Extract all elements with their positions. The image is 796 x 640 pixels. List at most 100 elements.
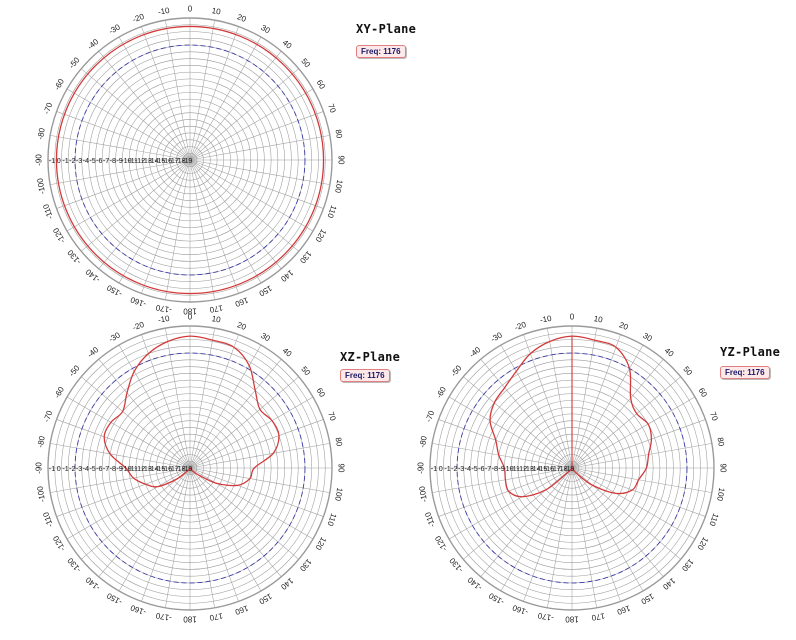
angle-tick-label: -50	[449, 363, 464, 378]
angle-tick-label: 40	[281, 346, 294, 359]
radial-tick-label: -3	[76, 156, 82, 165]
angle-tick-label: -80	[36, 127, 47, 140]
angle-tick-label: 160	[233, 295, 249, 308]
angle-tick-label: 0	[188, 313, 193, 322]
radial-tick-label: -1	[62, 464, 68, 473]
angle-tick-label: -150	[105, 591, 124, 607]
radial-tick-label: 0	[57, 464, 61, 473]
angle-tick-label: 50	[681, 365, 694, 378]
angle-tick-label: -90	[35, 462, 44, 474]
angle-tick-label: -70	[42, 101, 55, 115]
xy-freq-legend: Freq: 1176	[356, 45, 406, 58]
angle-tick-label: 60	[315, 78, 328, 91]
yz-plane-title: YZ-Plane	[720, 345, 780, 359]
grid-spoke	[572, 468, 705, 517]
angle-tick-label: -100	[35, 485, 47, 503]
angle-tick-label: -120	[51, 226, 67, 245]
grid-spoke	[190, 335, 239, 468]
radial-tick-label: -4	[465, 464, 471, 473]
angle-tick-label: -40	[468, 345, 483, 360]
radial-tick-label: 0	[57, 156, 61, 165]
angle-tick-label: -70	[42, 409, 55, 423]
angle-tick-label: 170	[208, 303, 223, 314]
polar-plot-2: 0 102030405060708090100110120130140150160…	[417, 313, 728, 624]
grid-spoke	[190, 160, 239, 293]
angle-tick-label: -160	[129, 295, 148, 309]
grid-spoke	[190, 111, 323, 160]
angle-tick-label: -110	[423, 510, 437, 528]
angle-tick-label: -40	[86, 345, 101, 360]
grid-spoke	[141, 335, 190, 468]
grid-spoke	[57, 419, 190, 468]
angle-tick-label: -60	[52, 385, 66, 400]
angle-tick-label: -70	[424, 409, 437, 423]
angle-tick-label: -50	[67, 55, 82, 70]
angle-tick-label: -90	[35, 154, 44, 166]
angle-tick-label: 50	[299, 365, 312, 378]
grid-spoke	[190, 419, 323, 468]
angle-tick-label: -150	[487, 591, 506, 607]
angle-tick-label: -20	[513, 320, 527, 333]
angle-tick-label: 30	[641, 331, 654, 344]
angle-tick-label: 140	[279, 268, 295, 284]
angle-tick-label: 130	[298, 557, 314, 573]
angle-tick-label: 100	[333, 179, 344, 194]
angle-tick-label: 0	[188, 5, 193, 14]
angle-tick-label: -60	[52, 77, 66, 92]
grid-spoke	[190, 468, 323, 517]
angle-tick-label: -110	[41, 202, 55, 220]
angle-tick-label: 80	[334, 129, 345, 140]
grid-spoke	[190, 27, 239, 160]
angle-tick-label: 150	[257, 284, 274, 299]
angle-tick-label: -10	[157, 314, 170, 325]
angle-tick-label: -120	[433, 534, 449, 553]
angle-tick-label: -80	[36, 435, 47, 448]
radial-tick-label: -2	[451, 464, 457, 473]
angle-tick-label: -170	[155, 611, 173, 623]
angle-tick-label: 180	[183, 615, 197, 624]
angle-tick-label: 10	[593, 314, 604, 325]
angle-tick-label: -100	[417, 485, 429, 503]
radial-tick-label: -4	[83, 156, 89, 165]
angle-tick-label: -110	[41, 510, 55, 528]
angle-tick-label: 170	[208, 611, 223, 622]
angle-tick-label: 80	[334, 437, 345, 448]
angle-tick-label: -80	[418, 435, 429, 448]
angle-tick-label: 100	[715, 487, 726, 502]
angle-tick-label: -30	[489, 330, 504, 344]
angle-tick-label: 60	[315, 386, 328, 399]
angle-tick-label: 30	[259, 331, 272, 344]
angle-tick-label: -90	[417, 462, 426, 474]
angle-tick-label: 130	[298, 249, 314, 265]
radial-tick-label: 0	[439, 464, 443, 473]
angle-tick-label: 90	[337, 464, 346, 473]
radial-tick-label: -6	[96, 464, 102, 473]
radial-tick-label: -5	[89, 156, 95, 165]
polar-plot-1: 0 102030405060708090100110120130140150160…	[35, 313, 346, 624]
angle-tick-label: 60	[697, 386, 710, 399]
angle-tick-label: 10	[211, 6, 222, 17]
angle-tick-label: -60	[434, 385, 448, 400]
angle-tick-label: 20	[236, 320, 248, 332]
radial-tick-label: -1	[49, 156, 55, 165]
angle-tick-label: 180	[565, 615, 579, 624]
angle-tick-label: 120	[695, 535, 710, 552]
angle-tick-label: 10	[211, 314, 222, 325]
radial-tick-label: -1	[49, 464, 55, 473]
angle-tick-label: 140	[279, 576, 295, 592]
radial-tick-label: -2	[69, 156, 75, 165]
angle-tick-label: 170	[590, 611, 605, 622]
angle-tick-label: -120	[51, 534, 67, 553]
grid-spoke	[141, 468, 190, 601]
radial-tick-label: -19	[182, 464, 192, 473]
angle-tick-label: 90	[719, 464, 728, 473]
angle-tick-label: 70	[326, 411, 338, 423]
xy-plane-title: XY-Plane	[356, 22, 416, 36]
angle-tick-label: 110	[707, 512, 720, 528]
grid-spoke	[57, 468, 190, 517]
angle-tick-label: 20	[236, 12, 248, 24]
angle-tick-label: -160	[129, 603, 148, 617]
